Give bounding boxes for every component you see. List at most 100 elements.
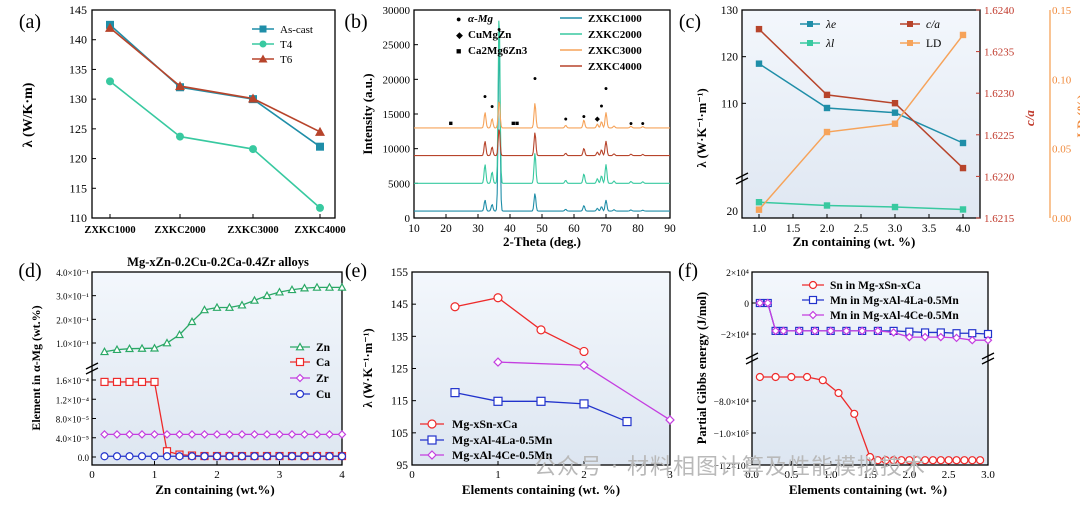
ytick-label-a: 135 [69, 62, 87, 76]
point-Zn [249, 295, 260, 304]
phase-mark: ● [490, 103, 494, 111]
point-Zr [212, 430, 222, 439]
point-Zr [250, 430, 259, 439]
ytick-label-a: 130 [69, 92, 87, 106]
point-Sn in Mg-xSn-xCa [913, 456, 922, 465]
point-Mg-xSn-xCa [536, 325, 546, 335]
point-T4 [176, 132, 184, 141]
point-Sn in Mg-xSn-xCa [920, 456, 930, 465]
series-line-Mg-xSn-xCa [454, 297, 585, 353]
point-Sn in Mg-xSn-xCa [889, 456, 898, 465]
axis-break [981, 352, 995, 365]
point-Sn in Mg-xSn-xCa [771, 372, 780, 382]
xlabel-c: Zn containing (wt. %) [793, 234, 916, 249]
point-LD [823, 128, 831, 136]
legend-label-a: T6 [280, 54, 293, 66]
ytick-label-f: −1.2×10⁵ [714, 462, 749, 472]
ytick-label-e: 155 [391, 267, 409, 279]
phase-mark: ● [533, 74, 537, 82]
ytick-label-c-ld: 0.00 [1052, 213, 1072, 225]
legend-marker-c [907, 40, 913, 46]
watermark-text: 公众号 · 材料相图计算及性能模拟技术 [534, 455, 926, 480]
point-λl [755, 199, 763, 206]
xlabel-e: Elements containing (wt. %) [462, 482, 620, 497]
xtick-label-f: 2.0 [902, 469, 916, 481]
point-Mg-xAl-4Ce-0.5Mn [493, 357, 503, 367]
xrd-pattern-ZXKC4000 [414, 129, 670, 157]
legend-marker-c [807, 40, 813, 46]
legend-label-c: λe [825, 19, 836, 31]
xtick-label-d: 2 [214, 469, 220, 481]
point-Mn in Mg-xAl-4Ce-0.5Mn [763, 298, 773, 308]
point-Ca [137, 377, 147, 387]
phase-mark: ● [629, 119, 633, 127]
xtick-label-b: 90 [664, 223, 676, 235]
phase-legend-label: CuMgZn [468, 29, 511, 41]
point-Sn in Mg-xSn-xCa [873, 456, 882, 465]
point-Zr [100, 430, 109, 439]
ytick-label-c-ca: 1.6230 [984, 88, 1015, 100]
ytick-label-e: 125 [391, 364, 409, 376]
ylabel-e: λ (W·K⁻¹·m⁻¹) [361, 328, 375, 407]
point-Zn [112, 344, 122, 354]
legend-marker-d [295, 342, 305, 351]
point-Zn [237, 300, 247, 309]
point-Zr [300, 430, 309, 439]
ytick-label-e: 105 [391, 428, 409, 440]
series-line-c/a [758, 28, 964, 169]
legend-label-a: As-cast [280, 24, 313, 36]
ytick-label-b: 15000 [383, 109, 411, 121]
point-Sn in Mg-xSn-xCa [928, 456, 938, 465]
point-Mg-xAl-4La-0.5Mn [622, 416, 632, 427]
point-Zr [137, 430, 147, 439]
point-Sn in Mg-xSn-xCa [976, 456, 985, 465]
point-Zn [137, 343, 147, 352]
point-Sn in Mg-xSn-xCa [897, 456, 906, 465]
ytick-label-e: 145 [391, 299, 409, 311]
xtick-label-e: 1 [495, 469, 501, 481]
point-Cu [125, 452, 134, 461]
xtick-label-c: 2.5 [854, 223, 869, 235]
ytick-label-c-ld: 0.15 [1052, 5, 1072, 17]
point-LD [755, 206, 763, 213]
xtick-label-d: 1 [152, 469, 158, 481]
phase-mark: ● [641, 119, 645, 127]
legend-marker-a [259, 25, 267, 33]
point-As-cast [316, 142, 324, 151]
point-Zr [200, 430, 209, 439]
point-Sn in Mg-xSn-xCa [755, 372, 764, 382]
xtick-label-a: ZXKC3000 [227, 225, 278, 236]
ytick-label-d: 1.0×10⁻¹ [56, 339, 89, 349]
point-Cu [225, 452, 234, 461]
point-Mg-xAl-4Ce-0.5Mn [579, 360, 589, 371]
series-line-LD [758, 34, 964, 211]
point-Zr [162, 430, 172, 439]
point-Cu [325, 452, 334, 461]
point-T6 [105, 22, 115, 32]
point-Cu [237, 452, 247, 461]
point-Mg-xAl-4La-0.5Mn [536, 396, 546, 406]
xtick-label-b: 30 [472, 223, 484, 235]
point-Zr [150, 430, 159, 439]
point-Mn in Mg-xAl-4La-0.5Mn [968, 329, 977, 338]
point-λe [823, 104, 831, 112]
point-Cu [175, 452, 184, 461]
point-Sn in Mg-xSn-xCa [850, 409, 859, 418]
ytick-label-b: 5000 [388, 178, 411, 190]
phase-mark: ● [483, 92, 487, 100]
ytick-label-e: 115 [391, 396, 408, 408]
phase-mark: ◆ [595, 115, 601, 123]
ytick-label-c-ca: 1.6240 [984, 5, 1015, 17]
point-Cu [150, 452, 159, 461]
point-Mn in Mg-xAl-4Ce-0.5Mn [952, 333, 961, 343]
point-Sn in Mg-xSn-xCa [834, 388, 843, 398]
point-Sn in Mg-xSn-xCa [944, 456, 953, 465]
point-Mn in Mg-xAl-4Ce-0.5Mn [810, 326, 820, 336]
point-Mg-xSn-xCa [493, 293, 503, 303]
legend-label-e: Mg-xSn-xCa [452, 417, 517, 431]
point-Zr [312, 430, 322, 439]
point-Mn in Mg-xAl-4Ce-0.5Mn [779, 326, 788, 336]
xlabel-d: Zn containing (wt.%) [155, 482, 275, 497]
legend-label-c: c/a [926, 19, 940, 31]
point-λl [959, 206, 967, 213]
